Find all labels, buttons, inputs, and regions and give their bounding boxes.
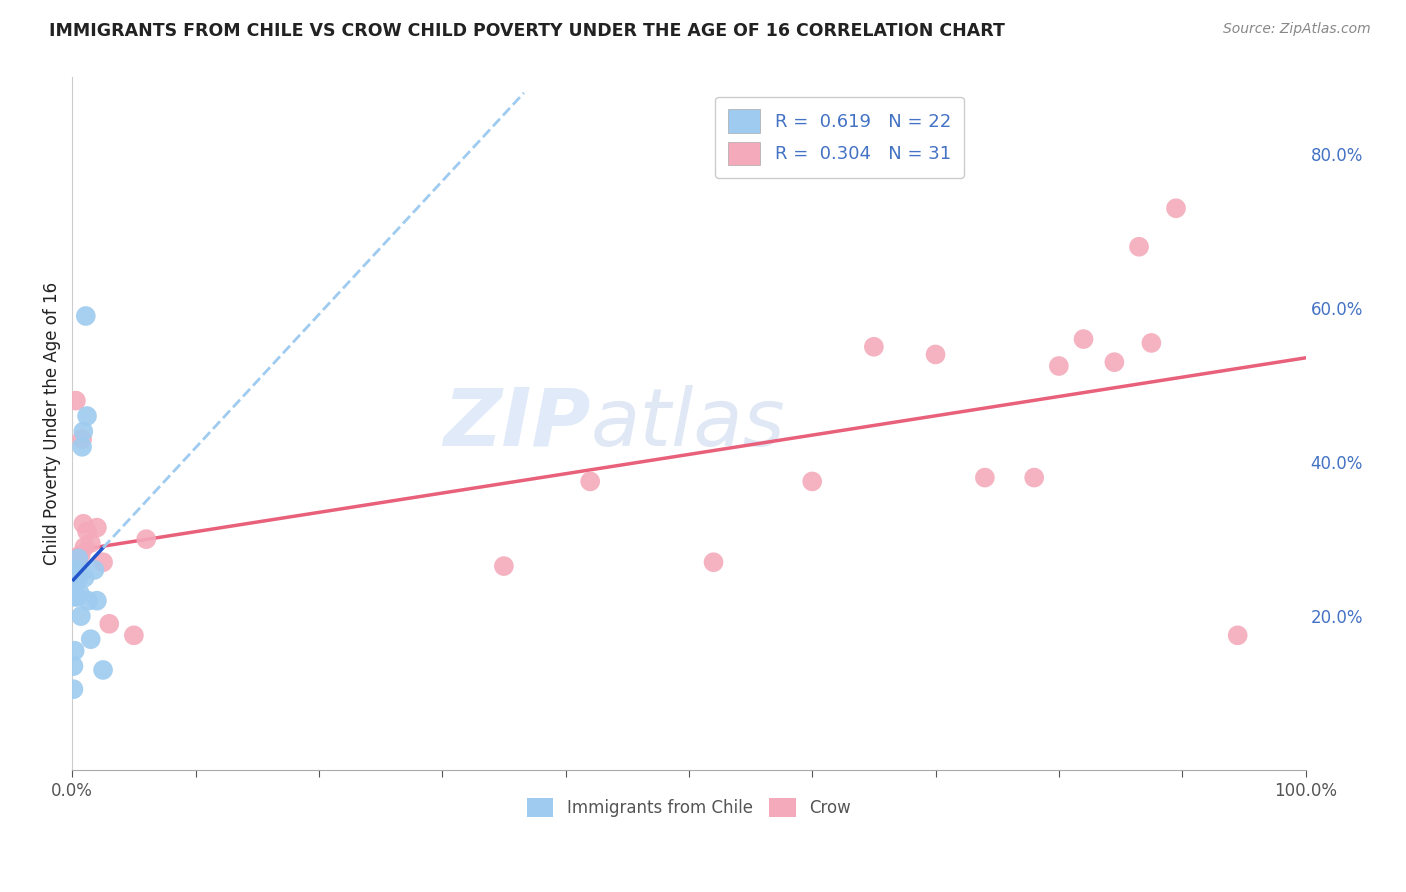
Point xyxy=(863,340,886,354)
Point xyxy=(1164,201,1187,215)
Y-axis label: Child Poverty Under the Age of 16: Child Poverty Under the Age of 16 xyxy=(44,282,60,566)
Point xyxy=(77,593,100,607)
Point xyxy=(65,393,87,408)
Point xyxy=(83,563,105,577)
Point xyxy=(63,644,86,658)
Point xyxy=(66,563,89,577)
Point xyxy=(66,566,89,581)
Point xyxy=(67,571,90,585)
Point xyxy=(1140,335,1163,350)
Point xyxy=(801,475,824,489)
Point xyxy=(1073,332,1095,346)
Point xyxy=(70,609,93,624)
Point xyxy=(73,571,96,585)
Point xyxy=(65,566,87,581)
Point xyxy=(492,559,515,574)
Point xyxy=(86,593,108,607)
Point xyxy=(63,566,86,581)
Legend: Immigrants from Chile, Crow: Immigrants from Chile, Crow xyxy=(520,791,858,824)
Point xyxy=(72,516,94,531)
Point xyxy=(1047,359,1070,373)
Point xyxy=(135,532,157,546)
Point xyxy=(75,309,97,323)
Point xyxy=(86,520,108,534)
Point xyxy=(1024,470,1046,484)
Point xyxy=(1104,355,1126,369)
Point xyxy=(66,590,89,604)
Text: IMMIGRANTS FROM CHILE VS CROW CHILD POVERTY UNDER THE AGE OF 16 CORRELATION CHAR: IMMIGRANTS FROM CHILE VS CROW CHILD POVE… xyxy=(49,22,1005,40)
Point xyxy=(73,540,96,554)
Point xyxy=(702,555,724,569)
Point xyxy=(91,555,114,569)
Point xyxy=(70,548,93,562)
Text: Source: ZipAtlas.com: Source: ZipAtlas.com xyxy=(1223,22,1371,37)
Point xyxy=(62,659,84,673)
Point xyxy=(76,524,98,539)
Point xyxy=(72,425,94,439)
Point xyxy=(62,551,84,566)
Point xyxy=(1226,628,1249,642)
Point xyxy=(973,470,995,484)
Point xyxy=(67,551,90,566)
Point xyxy=(70,432,93,446)
Point xyxy=(80,536,103,550)
Point xyxy=(70,440,93,454)
Point xyxy=(65,574,87,589)
Point xyxy=(1128,240,1150,254)
Point xyxy=(76,409,98,423)
Point xyxy=(924,347,946,361)
Text: ZIP: ZIP xyxy=(443,384,591,463)
Point xyxy=(122,628,145,642)
Point xyxy=(80,632,103,647)
Point xyxy=(67,555,90,569)
Point xyxy=(63,590,86,604)
Point xyxy=(91,663,114,677)
Point xyxy=(62,682,84,697)
Point xyxy=(98,616,121,631)
Point xyxy=(579,475,602,489)
Point xyxy=(69,586,91,600)
Text: atlas: atlas xyxy=(591,384,785,463)
